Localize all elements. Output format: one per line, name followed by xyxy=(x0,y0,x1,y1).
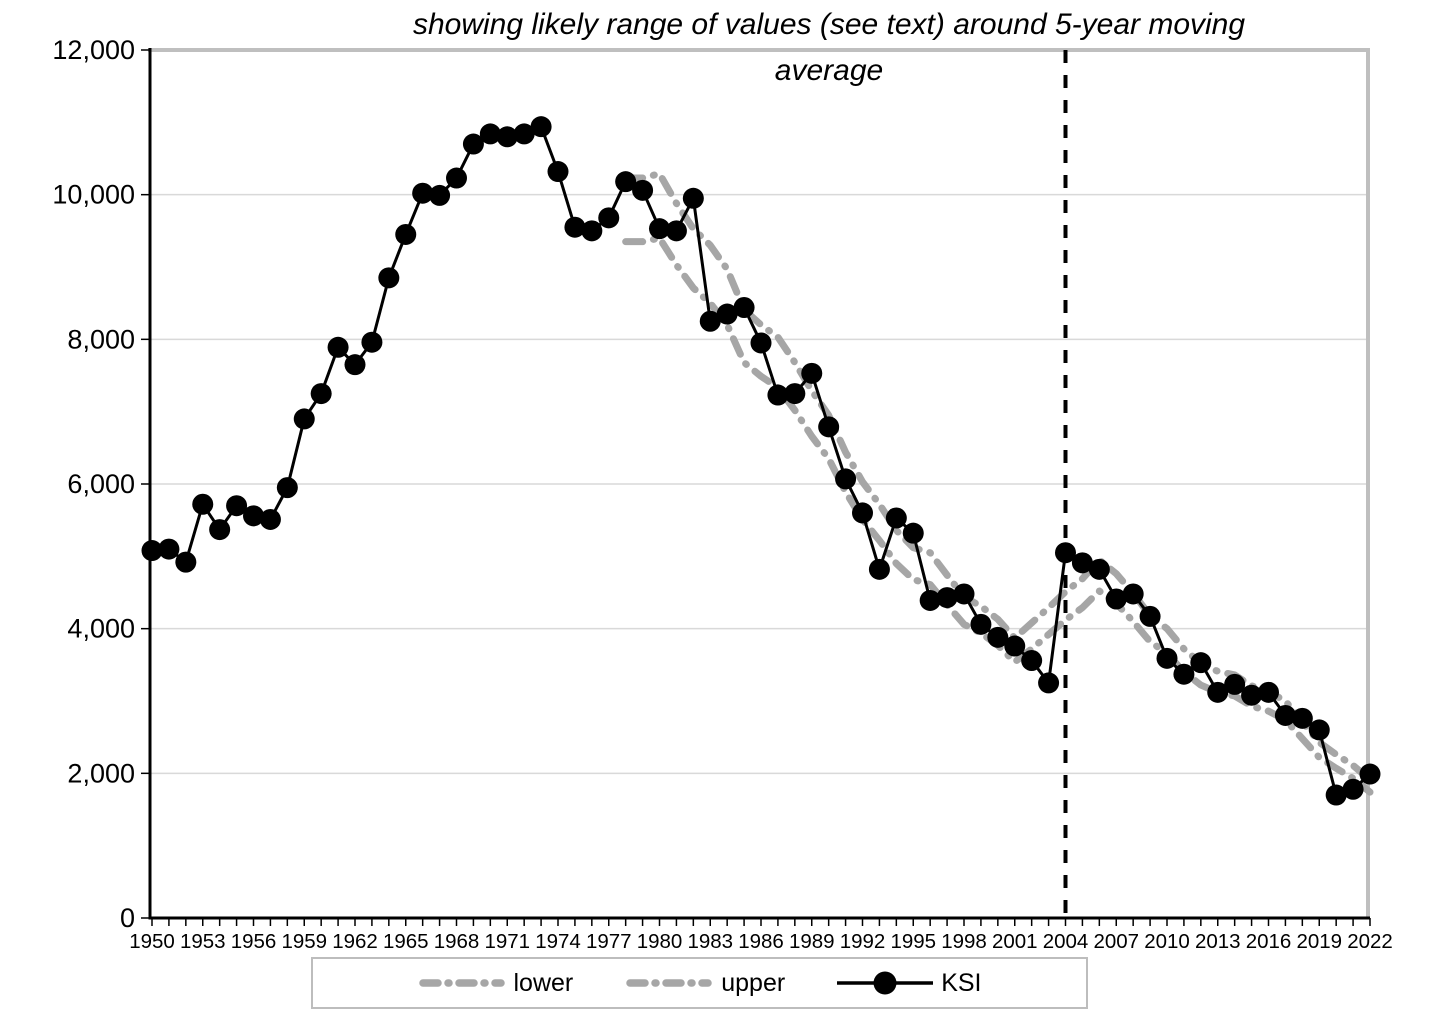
axis-ticks xyxy=(141,49,1371,926)
svg-text:2007: 2007 xyxy=(1093,930,1139,953)
svg-text:2016: 2016 xyxy=(1246,930,1292,953)
svg-text:1950: 1950 xyxy=(129,930,175,953)
svg-text:1965: 1965 xyxy=(383,930,429,953)
axes xyxy=(148,48,1370,920)
legend-item-ksi: KSI xyxy=(837,968,982,998)
svg-text:1989: 1989 xyxy=(789,930,835,953)
svg-text:0: 0 xyxy=(120,903,135,933)
legend-item-lower: lower xyxy=(418,968,574,998)
svg-text:12,000: 12,000 xyxy=(52,35,135,65)
y-axis-labels: 0 2,000 4,000 6,000 8,000 10,000 12,000 xyxy=(52,35,135,933)
svg-text:6,000: 6,000 xyxy=(67,469,135,499)
legend-item-upper: upper xyxy=(625,969,785,998)
svg-text:1962: 1962 xyxy=(332,930,378,953)
svg-text:1995: 1995 xyxy=(890,930,936,953)
legend-label-upper: upper xyxy=(721,968,786,997)
svg-text:1953: 1953 xyxy=(180,930,226,953)
svg-text:1980: 1980 xyxy=(637,930,683,953)
legend-swatch-ksi-line-marker-icon xyxy=(837,971,934,995)
svg-text:2013: 2013 xyxy=(1195,930,1241,953)
series-KSI xyxy=(141,116,1381,806)
legend-label-ksi: KSI xyxy=(941,968,982,997)
legend-label-lower: lower xyxy=(513,968,574,997)
svg-text:2019: 2019 xyxy=(1296,930,1342,953)
svg-text:4,000: 4,000 xyxy=(67,614,135,644)
svg-text:8,000: 8,000 xyxy=(67,324,135,354)
svg-text:1992: 1992 xyxy=(840,930,886,953)
svg-text:2010: 2010 xyxy=(1144,930,1190,953)
svg-text:1986: 1986 xyxy=(738,930,784,953)
svg-text:2004: 2004 xyxy=(1043,930,1089,953)
legend-swatch-upper-dash-icon xyxy=(626,979,712,987)
svg-text:1983: 1983 xyxy=(687,930,733,953)
svg-text:1998: 1998 xyxy=(941,930,987,953)
svg-text:1974: 1974 xyxy=(535,930,581,953)
svg-text:2001: 2001 xyxy=(992,930,1038,953)
plot-border xyxy=(148,48,1370,918)
svg-text:1956: 1956 xyxy=(231,930,277,953)
gridlines xyxy=(150,193,1368,775)
legend-swatch-lower-dash-icon xyxy=(418,979,505,987)
svg-text:1959: 1959 xyxy=(281,930,327,953)
svg-text:1968: 1968 xyxy=(434,930,480,953)
svg-text:1971: 1971 xyxy=(484,930,530,953)
svg-text:2,000: 2,000 xyxy=(67,758,135,788)
x-axis-labels: 1950 1953 1956 1959 1962 1965 1968 1971 1974 1977… xyxy=(129,930,1393,953)
legend: lower upper KSI xyxy=(311,957,1088,1009)
svg-text:10,000: 10,000 xyxy=(52,180,135,210)
series-lower xyxy=(622,234,1374,796)
svg-text:1977: 1977 xyxy=(586,930,632,953)
svg-text:2022: 2022 xyxy=(1347,930,1393,953)
